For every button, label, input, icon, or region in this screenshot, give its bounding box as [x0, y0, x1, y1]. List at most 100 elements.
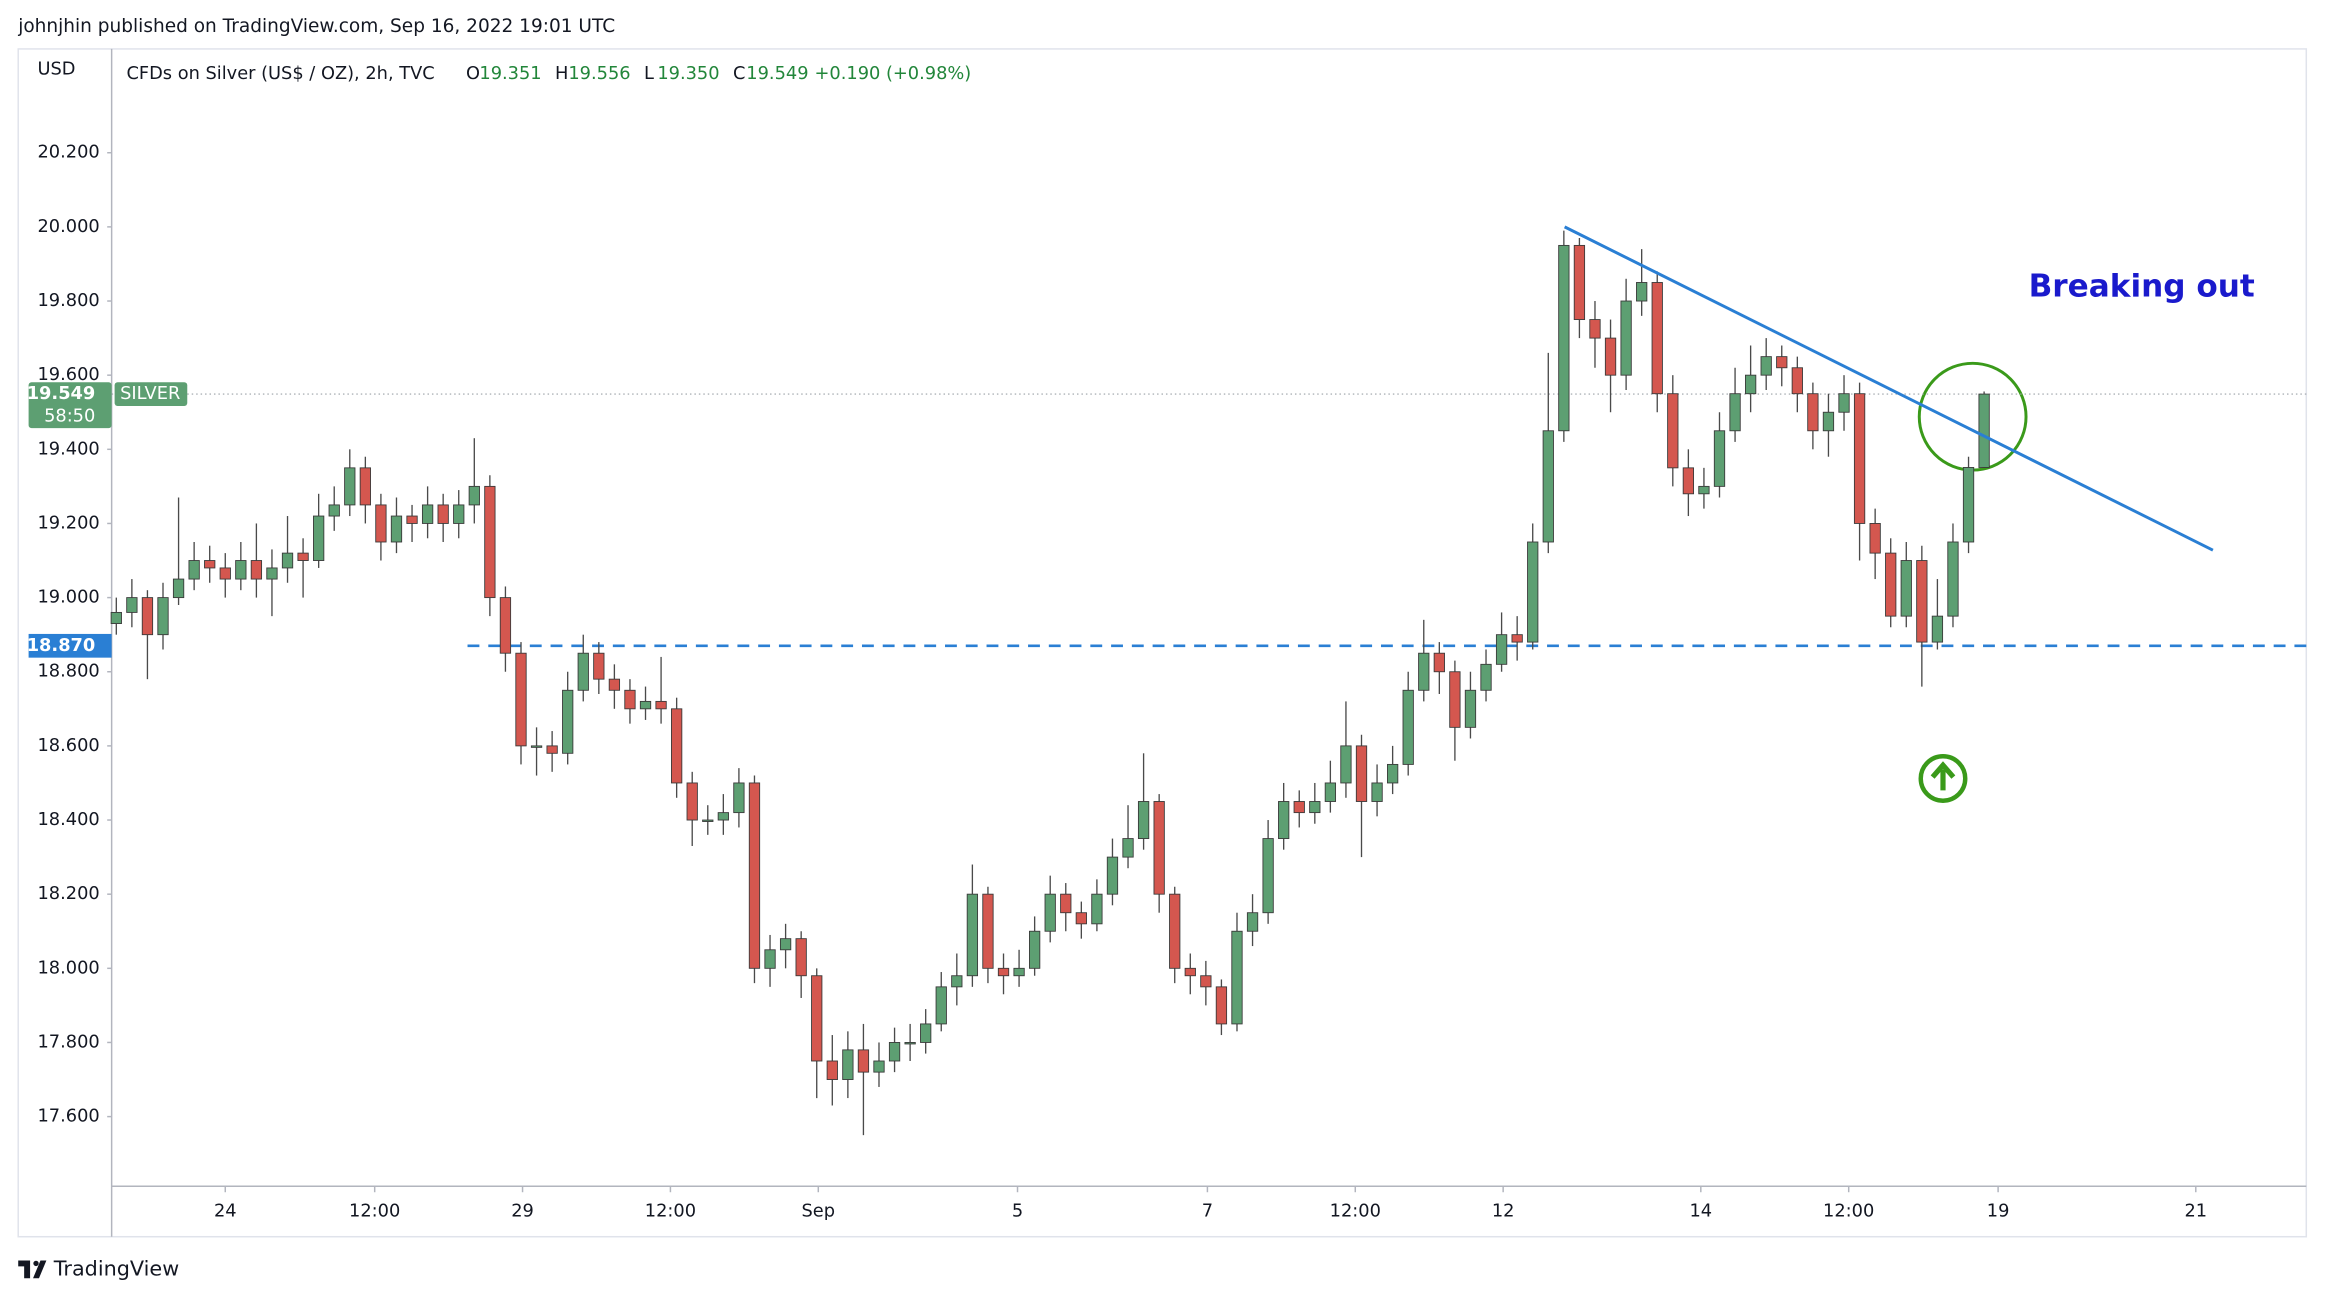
candle-body	[577, 652, 589, 691]
candle-body	[1387, 763, 1399, 784]
candle-body	[1106, 856, 1119, 895]
candle-body	[188, 560, 200, 580]
x-tick-label: 5	[1012, 1201, 1023, 1222]
candle-body	[1355, 745, 1368, 802]
candle-body	[204, 560, 216, 569]
candle-body	[281, 552, 294, 569]
x-tick-label: 29	[511, 1201, 534, 1222]
hline-label: 18.870	[27, 635, 96, 656]
footer-brand: TradingView	[53, 1256, 179, 1280]
candle-body	[1169, 893, 1181, 969]
x-tick-label: 14	[1690, 1201, 1713, 1222]
candle-body	[1511, 634, 1523, 643]
candle-body	[1122, 838, 1134, 858]
x-tick-label: 24	[214, 1201, 237, 1222]
x-tick-label: 19	[1987, 1201, 2010, 1222]
candle-body	[1791, 367, 1803, 395]
candle-body	[1885, 552, 1897, 617]
candle-body	[1698, 485, 1710, 495]
y-tick-label: 18.600	[37, 735, 99, 756]
candle-body	[1527, 541, 1539, 643]
candle-body	[1853, 393, 1866, 524]
candle-body	[873, 1060, 885, 1073]
candle-body	[842, 1049, 854, 1080]
y-tick-label: 19.600	[37, 364, 99, 385]
y-tick-label: 19.200	[37, 512, 99, 533]
candle-body	[1604, 337, 1617, 376]
symbol-label: SILVER	[120, 383, 180, 404]
candle-body	[1060, 893, 1072, 914]
candle-body	[1075, 912, 1087, 925]
symbol-tag	[114, 382, 188, 406]
candle-body	[1744, 374, 1757, 395]
candle-body	[1916, 560, 1928, 643]
candle-body	[515, 652, 527, 747]
candle-body	[1044, 893, 1056, 932]
candle-body	[250, 560, 263, 580]
candle-body	[110, 611, 122, 624]
candle-body	[748, 782, 761, 969]
candle-body	[779, 938, 792, 951]
candle-body	[1962, 467, 1975, 543]
candle-body	[1931, 615, 1944, 643]
ohlc-value: 19.549	[746, 63, 808, 84]
hline-tag	[28, 633, 112, 658]
candle-body	[811, 975, 823, 1062]
candle-body	[951, 975, 963, 988]
candle-body	[671, 708, 683, 784]
candle-body	[1682, 467, 1695, 495]
candle-body	[1651, 282, 1663, 395]
candle-body	[1776, 356, 1788, 369]
candle-body	[499, 597, 512, 654]
candle-body	[1418, 652, 1430, 691]
x-tick-label: 12:00	[349, 1201, 400, 1222]
candle-body	[982, 893, 994, 969]
y-tick-label: 18.000	[37, 957, 99, 978]
ohlc-change: +0.190 (+0.98%)	[815, 63, 972, 84]
candle-body	[593, 652, 605, 680]
y-tick-label: 19.800	[37, 290, 99, 311]
candle-body	[795, 938, 807, 977]
candle-body	[1371, 782, 1383, 802]
candle-body	[1013, 967, 1025, 977]
candle-body	[172, 578, 185, 599]
candle-body	[826, 1060, 838, 1080]
candle-body	[1200, 975, 1212, 988]
candle-body	[857, 1049, 870, 1073]
candle-body	[1153, 801, 1165, 895]
candle-body	[1807, 393, 1819, 432]
candle-body	[1091, 893, 1103, 925]
candle-body	[1978, 393, 1990, 468]
x-tick-label: 12:00	[1823, 1201, 1874, 1222]
candle-body	[1402, 689, 1414, 765]
x-tick-label: 21	[2184, 1201, 2207, 1222]
candle-body	[235, 560, 247, 580]
ohlc-label: O	[466, 63, 480, 84]
candle-body	[1869, 523, 1881, 554]
candle-body	[359, 467, 371, 506]
ohlc-value: 19.351	[479, 63, 541, 84]
candle-body	[1495, 634, 1508, 665]
highlight-circle	[1917, 361, 2028, 472]
ohlc-value: 19.556	[568, 63, 630, 84]
candle-body	[1558, 244, 1570, 432]
candle-body	[297, 552, 309, 561]
candle-body	[733, 782, 745, 814]
candle-body	[1900, 560, 1912, 617]
candle-body	[1636, 282, 1648, 302]
candle-body	[686, 782, 698, 821]
candle-body	[624, 689, 636, 710]
candle-body	[1309, 801, 1321, 814]
candle-body	[1760, 356, 1772, 376]
ohlc-value: 19.350	[657, 63, 719, 84]
candle-body	[1433, 652, 1445, 673]
ohlc-label: C	[733, 63, 745, 84]
arrow-up-icon	[1918, 754, 1968, 803]
candle-body	[1667, 393, 1679, 469]
y-tick-label: 17.600	[37, 1106, 99, 1127]
candle-body	[1029, 930, 1041, 969]
ohlc-label: H	[555, 63, 568, 84]
y-tick-label: 19.400	[37, 438, 99, 459]
candle-body	[1262, 838, 1274, 914]
candle-body	[1449, 671, 1461, 728]
